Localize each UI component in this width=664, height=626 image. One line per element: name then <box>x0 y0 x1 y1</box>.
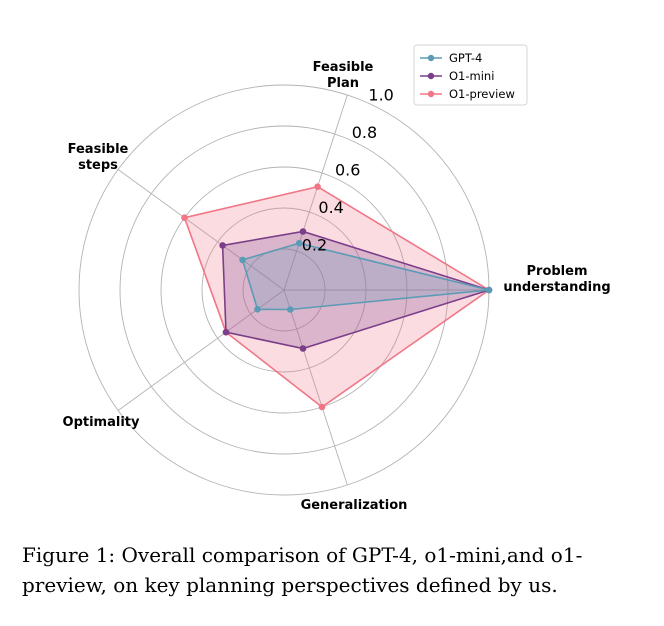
axis-label: Feasible steps <box>68 142 129 173</box>
data-point <box>295 239 303 247</box>
data-point <box>254 306 261 313</box>
data-point <box>222 328 230 336</box>
axis-label-line: Feasible <box>313 60 374 75</box>
legend-entry: O1-mini <box>420 69 494 83</box>
grid-spoke <box>117 169 285 291</box>
axis-label-line: Plan <box>327 76 359 91</box>
legend-marker <box>427 90 435 98</box>
data-point <box>239 256 246 264</box>
tick-label: 1.0 <box>368 86 393 105</box>
axis-label-line: steps <box>78 158 118 173</box>
radar-chart: 0.2 0.4 0.6 0.8 1.0 Problem understanding Feas… <box>63 44 611 513</box>
data-point <box>299 228 307 235</box>
radial-tick-labels: 0.2 0.4 0.6 0.8 1.0 <box>302 86 394 255</box>
axis-label-line: Generalization <box>301 498 408 513</box>
series-gpt-4 <box>239 239 493 313</box>
axis-label-line: Feasible <box>68 142 129 157</box>
data-point <box>314 183 321 190</box>
axis-label: Feasible Plan <box>313 60 374 91</box>
axis-label-line: understanding <box>503 280 610 295</box>
data-point <box>219 242 226 249</box>
data-point <box>485 286 493 294</box>
grid-spoke <box>283 94 348 291</box>
figure-caption: Figure 1: Overall comparison of GPT-4, o… <box>22 543 583 597</box>
legend-entry: O1-preview <box>420 87 515 101</box>
legend-label: O1-preview <box>449 87 515 101</box>
data-point <box>287 306 294 313</box>
series-area <box>241 242 490 311</box>
axis-label-line: Optimality <box>63 415 140 430</box>
legend-marker <box>427 54 435 62</box>
legend-marker <box>427 72 435 80</box>
tick-label: 0.2 <box>302 236 327 255</box>
legend-box <box>413 44 528 106</box>
data-point <box>299 345 307 352</box>
series-area <box>221 230 492 350</box>
data-point <box>318 403 326 411</box>
series-area <box>183 185 491 408</box>
legend-label: GPT-4 <box>449 51 482 65</box>
tick-label: 0.8 <box>352 123 377 142</box>
legend: GPT-4 O1-mini O1-preview <box>413 44 528 106</box>
tick-label: 0.4 <box>318 198 343 217</box>
axis-label-line: Problem <box>527 264 588 279</box>
legend-entry: GPT-4 <box>420 51 482 65</box>
axis-label: Problem understanding <box>503 264 610 295</box>
grid-spoke <box>283 289 348 486</box>
axis-label: Optimality <box>63 415 140 430</box>
axis-label: Generalization <box>301 498 408 513</box>
tick-label: 0.6 <box>335 161 360 180</box>
radar-series <box>181 183 493 411</box>
legend-label: O1-mini <box>449 69 494 83</box>
data-point <box>181 214 188 221</box>
